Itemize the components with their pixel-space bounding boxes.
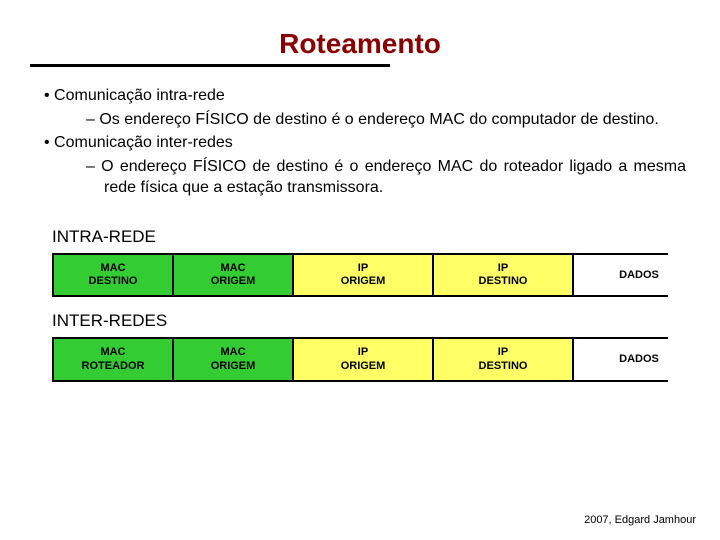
footer-credit: 2007, Edgard Jamhour [584, 514, 696, 526]
table-cell: IP DESTINO [434, 255, 574, 295]
bullet-item: Comunicação inter-redes [34, 132, 686, 154]
intra-rede-label: INTRA-REDE [52, 227, 690, 247]
title-underline [30, 64, 390, 67]
intra-rede-table: MAC DESTINOMAC ORIGEMIP ORIGEMIP DESTINO… [52, 253, 668, 297]
table-cell: MAC DESTINO [54, 255, 174, 295]
inter-redes-label: INTER-REDES [52, 311, 690, 331]
table-cell: IP ORIGEM [294, 255, 434, 295]
slide-title: Roteamento [30, 28, 690, 60]
bullet-item: Os endereço FÍSICO de destino é o endere… [34, 109, 686, 131]
bullet-item: Comunicação intra-rede [34, 85, 686, 107]
table-cell: MAC ORIGEM [174, 255, 294, 295]
table-cell: IP DESTINO [434, 339, 574, 379]
table-cell: DADOS [574, 255, 704, 295]
table-cell: DADOS [574, 339, 704, 379]
table-cell: MAC ORIGEM [174, 339, 294, 379]
table-cell: IP ORIGEM [294, 339, 434, 379]
inter-redes-table: MAC ROTEADORMAC ORIGEMIP ORIGEMIP DESTIN… [52, 337, 668, 381]
bullet-list: Comunicação intra-rede Os endereço FÍSIC… [30, 85, 690, 199]
table-cell: MAC ROTEADOR [54, 339, 174, 379]
bullet-item: O endereço FÍSICO de destino é o endereç… [34, 156, 686, 199]
